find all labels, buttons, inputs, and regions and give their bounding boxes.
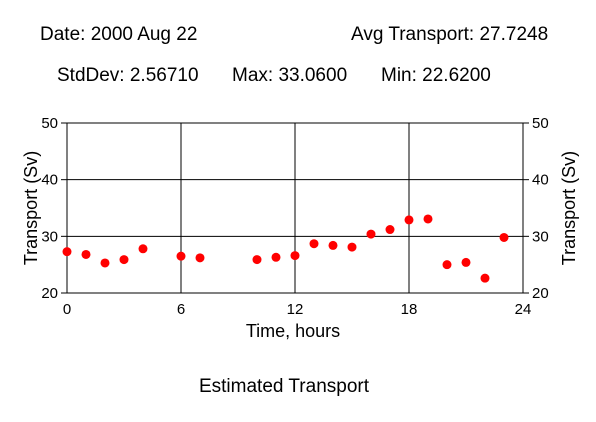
data-point xyxy=(252,255,262,265)
y-tick-label-left: 20 xyxy=(41,285,58,302)
data-point xyxy=(461,257,471,267)
y-tick-label-right: 40 xyxy=(532,172,549,189)
max-label: Max: 33.0600 xyxy=(232,65,348,86)
x-tick-label: 0 xyxy=(63,301,71,318)
x-axis-label: Time, hours xyxy=(246,321,340,341)
date-label: Date: 2000 Aug 22 xyxy=(40,24,198,45)
y-tick-label-right: 50 xyxy=(532,115,549,132)
data-point xyxy=(81,249,91,259)
data-points xyxy=(62,214,509,283)
min-label: Min: 22.6200 xyxy=(381,65,491,86)
data-point xyxy=(442,260,452,270)
data-point xyxy=(176,251,186,261)
x-tick-label: 12 xyxy=(287,301,304,318)
data-point xyxy=(366,229,376,239)
y-tick-label-right: 20 xyxy=(532,285,549,302)
chart-title: Estimated Transport xyxy=(198,376,370,397)
data-point xyxy=(328,240,338,250)
data-point xyxy=(499,232,509,242)
data-point xyxy=(423,214,433,224)
stddev-label: StdDev: 2.56710 xyxy=(57,65,199,86)
data-point xyxy=(404,215,414,225)
x-tick-label: 18 xyxy=(401,301,418,318)
chart-grid xyxy=(67,123,523,293)
x-tick-label: 6 xyxy=(177,301,185,318)
y-tick-label-left: 30 xyxy=(41,228,58,245)
data-point xyxy=(100,258,110,268)
data-point xyxy=(62,247,72,257)
y-tick-label-left: 40 xyxy=(41,172,58,189)
data-point xyxy=(480,273,490,283)
avg-transport-label: Avg Transport: 27.7248 xyxy=(351,24,549,45)
y-tick-label-left: 50 xyxy=(41,115,58,132)
data-point xyxy=(195,253,205,263)
x-tick-label: 24 xyxy=(515,301,532,318)
data-point xyxy=(290,251,300,261)
y-tick-label-right: 30 xyxy=(532,228,549,245)
data-point xyxy=(347,242,357,252)
y-axis-label-left: Transport (Sv) xyxy=(21,151,41,265)
data-point xyxy=(119,255,129,265)
data-point xyxy=(271,252,281,262)
y-axis-label-right: Transport (Sv) xyxy=(559,151,579,265)
data-point xyxy=(138,244,148,254)
data-point xyxy=(309,239,319,249)
data-point xyxy=(385,225,395,235)
